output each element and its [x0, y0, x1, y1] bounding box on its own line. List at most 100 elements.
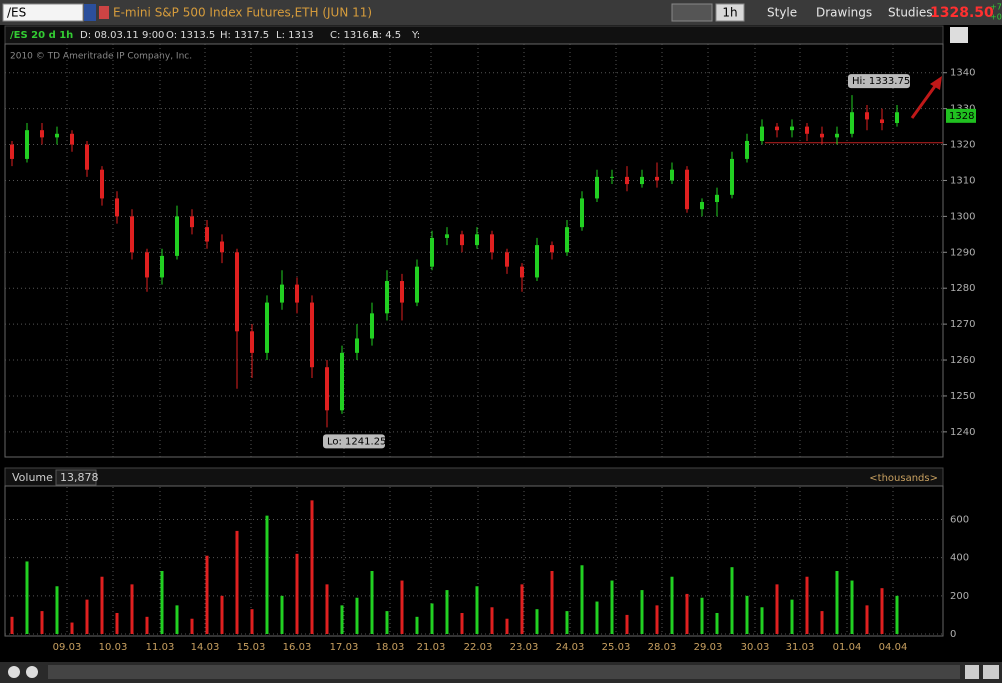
- volume-bar: [805, 576, 809, 634]
- candle-body: [700, 202, 704, 210]
- volume-bar: [430, 603, 434, 634]
- candle-body: [790, 126, 794, 131]
- volume-bar: [565, 611, 569, 634]
- candle-body: [40, 130, 44, 138]
- arrow: [910, 81, 940, 119]
- volume-bar: [715, 613, 719, 634]
- drawings-button[interactable]: Drawings: [816, 6, 872, 20]
- candle-body: [685, 169, 689, 210]
- x-tick-label: 04.04: [879, 642, 908, 653]
- symbol-box[interactable]: [2, 3, 84, 22]
- candle-body: [445, 234, 449, 238]
- candle-body: [805, 126, 809, 134]
- y-tick-label: 0: [950, 629, 956, 640]
- y-tick-label: 1340: [950, 68, 975, 79]
- candle-body: [490, 234, 494, 253]
- x-tick-label: 10.03: [99, 642, 128, 653]
- link-icon[interactable]: [99, 6, 109, 19]
- candle-body: [415, 266, 419, 303]
- x-tick-label: 29.03: [694, 642, 723, 653]
- description: E-mini S&P 500 Index Futures,ETH (JUN 11…: [113, 6, 372, 20]
- volume-bar: [175, 605, 179, 634]
- volume-bar: [55, 586, 59, 634]
- info-item: D: 08.03.11 9:00: [80, 30, 164, 41]
- candle-body: [625, 176, 629, 185]
- interval: 1h: [722, 6, 737, 20]
- scroll-right[interactable]: [965, 665, 979, 679]
- low-label: Lo: 1241.25: [327, 436, 386, 447]
- volume-bar: [595, 601, 599, 634]
- candle-body: [115, 198, 119, 217]
- candle-body: [475, 234, 479, 246]
- volume-bar: [775, 584, 779, 634]
- candle-body: [55, 133, 59, 138]
- candle-body: [25, 130, 29, 159]
- pane-button[interactable]: [950, 27, 968, 43]
- candle-body: [745, 140, 749, 159]
- volume-bar: [340, 605, 344, 634]
- candle-body: [565, 227, 569, 253]
- volume-bar: [490, 607, 494, 634]
- candle-body: [280, 284, 284, 303]
- style-button[interactable]: Style: [767, 6, 797, 20]
- candle-body: [190, 216, 194, 228]
- candle-body: [235, 252, 239, 332]
- zoom-button[interactable]: [26, 666, 38, 678]
- volume-bar: [790, 599, 794, 634]
- x-tick-label: 15.03: [237, 642, 266, 653]
- volume-bar: [535, 609, 539, 634]
- volume-bar: [295, 553, 299, 634]
- y-tick-label: 200: [950, 591, 969, 602]
- volume-bar: [400, 580, 404, 634]
- x-tick-label: 14.03: [191, 642, 220, 653]
- candle-body: [715, 194, 719, 203]
- x-tick-label: 22.03: [464, 642, 493, 653]
- volume-pane: [4, 485, 944, 637]
- y-tick-label: 1280: [950, 283, 975, 294]
- tool-buttons[interactable]: [671, 3, 713, 22]
- x-tick-label: 31.03: [786, 642, 815, 653]
- volume-bar: [310, 500, 314, 634]
- volume-bar: [370, 571, 374, 634]
- volume-bar: [70, 622, 74, 634]
- info-item: C: 1316.5: [330, 30, 379, 41]
- candle-body: [865, 112, 869, 120]
- volume-bar: [520, 584, 524, 634]
- volume-bar: [265, 515, 269, 634]
- expand-button[interactable]: [983, 665, 999, 679]
- volume-bar: [445, 590, 449, 634]
- volume-bar: [115, 613, 119, 634]
- y-tick-label: 1260: [950, 355, 975, 366]
- label-box: [323, 434, 385, 449]
- studies-button[interactable]: Studies: [888, 6, 933, 20]
- arrow-head: [930, 76, 942, 90]
- y-tick-label: 1290: [950, 247, 975, 258]
- change: +7: [990, 3, 1002, 12]
- volume-bar: [145, 616, 149, 634]
- volume-bar: [250, 609, 254, 634]
- zoom-button[interactable]: [8, 666, 20, 678]
- volume-bar: [130, 584, 134, 634]
- candle-body: [505, 252, 509, 267]
- candle-body: [850, 112, 854, 134]
- symbol-dropdown[interactable]: [84, 4, 96, 21]
- candle-body: [400, 281, 404, 303]
- candle-body: [730, 158, 734, 195]
- candle-body: [340, 352, 344, 411]
- volume-bar: [505, 618, 509, 634]
- volume-bar: [415, 616, 419, 634]
- scroll-track[interactable]: [48, 665, 960, 679]
- price-marker-label: 1328: [949, 111, 974, 122]
- volume-bar: [280, 595, 284, 634]
- candle-body: [385, 281, 389, 314]
- candle-body: [430, 237, 434, 267]
- candle-body: [370, 313, 374, 339]
- x-tick-label: 28.03: [648, 642, 677, 653]
- candle-body: [550, 245, 554, 253]
- price-marker: [946, 108, 976, 123]
- copyright: 2010 © TD Ameritrade IP Company, Inc.: [10, 52, 192, 62]
- info-item: O: 1313.5: [166, 30, 215, 41]
- x-tick-label: 16.03: [283, 642, 312, 653]
- volume-bar: [760, 607, 764, 634]
- interval-box[interactable]: [715, 3, 745, 22]
